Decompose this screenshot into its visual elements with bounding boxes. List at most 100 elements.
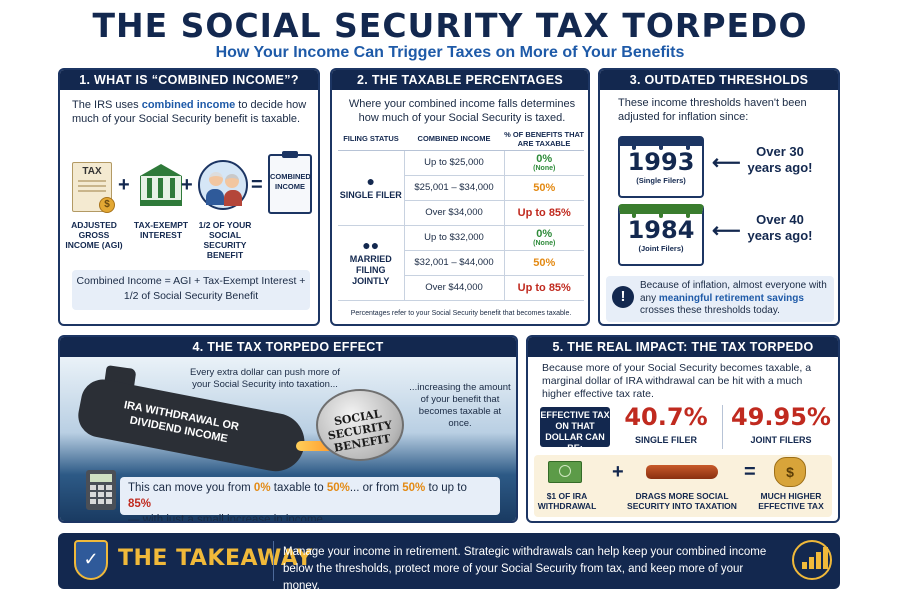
panel-heading: 5. THE REAL IMPACT: THE TAX TORPEDO (528, 337, 838, 357)
percent-cell: Up to 85% (504, 200, 584, 226)
page-subtitle: How Your Income Can Trigger Taxes on Mor… (215, 44, 685, 61)
income-cell: Over $34,000 (404, 200, 505, 226)
percent-cell: 50% (504, 250, 584, 276)
single-rate-label: SINGLE FILER (634, 435, 697, 445)
equals-icon: = (744, 461, 756, 483)
panel-combined-income: 1. WHAT IS “COMBINED INCOME”? The IRS us… (58, 68, 320, 326)
impact-flow: + = $ $1 OF IRA WITHDRAWAL DRAGS MORE SO… (534, 455, 832, 517)
note-highlight: meaningful retirement savings (658, 292, 804, 304)
panel-real-impact: 5. THE REAL IMPACT: THE TAX TORPEDO Beca… (526, 335, 840, 523)
inflation-text: Because of inflation, almost everyone wi… (640, 280, 830, 318)
percent-note: (None) (533, 239, 556, 247)
percent-cell: 0% (None) (504, 150, 584, 176)
calendar-year: 1993 (627, 148, 695, 176)
inflation-note: ! Because of inflation, almost everyone … (606, 276, 834, 322)
mine-label: SOCIAL SECURITY BENEFIT (326, 407, 394, 455)
percent-value: 50% (533, 256, 556, 269)
intro-text: The IRS uses (72, 99, 139, 111)
status-label: MARRIED FILING JOINTLY (349, 254, 392, 286)
torpedo-text-left: Every extra dollar can push more of your… (190, 367, 340, 390)
income-cell: Up to $25,000 (404, 150, 505, 176)
percent-cell: 50% (504, 175, 584, 201)
note-text: crosses these thresholds today. (640, 305, 780, 316)
page-title: THE SOCIAL SECURITY TAX TORPEDO (92, 6, 808, 45)
bracket-move-note: This can move you from 0% taxable to 50%… (120, 477, 500, 521)
torpedo-trail-icon (296, 441, 344, 451)
plus-icon: + (181, 174, 193, 196)
note-text: Because of inflation, almost everyone wi… (640, 280, 827, 304)
formula-box: Combined Income = AGI + Tax-Exempt Inter… (72, 270, 310, 310)
calendar-year: 1984 (627, 216, 695, 244)
flow-label: MUCH HIGHER EFFECTIVE TAX (758, 491, 824, 511)
calendar-icon: 1984 (Joint Filers) (618, 204, 704, 266)
coin-icon: $ (99, 197, 115, 213)
clipboard-label: COMBINED INCOME (270, 172, 311, 191)
percent-value: 0% (536, 227, 553, 240)
tax-doc-label: TAX (82, 166, 102, 177)
panel-taxable-percentages: 2. THE TAXABLE PERCENTAGES Where your co… (330, 68, 590, 326)
money-icon (548, 461, 582, 483)
percent-value: Up to 85% (517, 206, 571, 219)
column-header: % OF BENEFITS THAT ARE TAXABLE (504, 128, 584, 151)
effective-tax-label: EFFECTIVE TAX ON THAT DOLLAR CAN BE: (540, 407, 610, 453)
table-header-row: FILING STATUS COMBINED INCOME % OF BENEF… (338, 128, 584, 151)
panel-heading: 3. OUTDATED THRESHOLDS (600, 70, 838, 90)
income-cell: $25,001 – $34,000 (404, 175, 505, 201)
move-percent: 50% (326, 482, 350, 494)
joint-effective-rate: 49.95% (731, 403, 831, 431)
equals-icon: = (251, 174, 263, 196)
flow-label: DRAGS MORE SOCIAL SECURITY INTO TAXATION (627, 491, 737, 511)
move-text: taxable to (273, 482, 324, 494)
income-cell: Over $44,000 (404, 275, 505, 301)
arrow-left-icon: ⟵ (712, 220, 741, 242)
label-half-ss: 1/2 OF YOUR SOCIAL SECURITY BENEFIT (198, 220, 252, 260)
status-cell-married: ●● MARRIED FILING JOINTLY (338, 225, 405, 301)
person-icon: ● (366, 173, 375, 189)
single-effective-rate: 40.7% (624, 403, 708, 431)
panel-intro: Because more of your Social Security bec… (542, 362, 812, 400)
move-percent: 0% (253, 482, 271, 494)
income-cell: $32,001 – $44,000 (404, 250, 505, 276)
table-row: Over $44,000 Up to 85% (338, 275, 584, 301)
move-text: to up to (428, 482, 467, 494)
divider (273, 541, 274, 581)
table-row: ● SINGLE FILER Up to $25,000 0% (None) (338, 150, 584, 226)
torpedo-icon (646, 465, 718, 479)
years-ago-label: Over 30 years ago! (747, 144, 813, 175)
panel-heading: 2. THE TAXABLE PERCENTAGES (332, 70, 588, 90)
percent-cell: Up to 85% (504, 275, 584, 301)
calendar-sub: (Single Filers) (636, 176, 686, 185)
move-text: This can move you from (128, 482, 251, 494)
status-cell-single: ● SINGLE FILER (338, 150, 405, 226)
shield-check-icon: ✓ (74, 540, 108, 580)
clipboard-icon: COMBINED INCOME (268, 151, 312, 214)
intro-highlight: combined income (141, 99, 236, 111)
panel-heading: 1. WHAT IS “COMBINED INCOME”? (60, 70, 318, 90)
people-icon: ●● (362, 237, 380, 253)
divider (722, 405, 723, 449)
money-bag-icon: $ (774, 457, 806, 487)
plus-icon: + (612, 461, 624, 483)
panel-heading: 4. THE TAX TORPEDO EFFECT (60, 337, 516, 357)
column-header: FILING STATUS (338, 128, 404, 151)
calendar-icon: 1993 (Single Filers) (618, 136, 704, 198)
table-row: $32,001 – $44,000 50% (338, 250, 584, 276)
table-row: $25,001 – $34,000 50% (338, 175, 584, 201)
years-ago-label: Over 40 years ago! (747, 212, 813, 243)
takeaway-banner: ✓ THE TAKEAWAY Manage your income in ret… (58, 533, 840, 592)
percent-value: 0% (536, 152, 553, 165)
income-cell: Up to $32,000 (404, 225, 505, 251)
panel-outdated-thresholds: 3. OUTDATED THRESHOLDS These income thre… (598, 68, 840, 326)
move-percent: 50% (402, 482, 426, 494)
percent-value: Up to 85% (517, 281, 571, 294)
table-row: ●● MARRIED FILING JOINTLY Up to $32,000 … (338, 225, 584, 301)
takeaway-text: Manage your income in retirement. Strate… (283, 546, 767, 592)
takeaway-title: THE TAKEAWAY (118, 546, 313, 571)
percentages-table: FILING STATUS COMBINED INCOME % OF BENEF… (338, 128, 584, 301)
torpedo-text-right: ...increasing the amount of your benefit… (409, 382, 511, 429)
calculator-icon (86, 470, 116, 510)
percent-value: 50% (533, 181, 556, 194)
move-text: ... or from (349, 482, 400, 494)
arrow-left-icon: ⟵ (712, 152, 741, 174)
panel-intro: The IRS uses combined income to decide h… (72, 98, 312, 126)
